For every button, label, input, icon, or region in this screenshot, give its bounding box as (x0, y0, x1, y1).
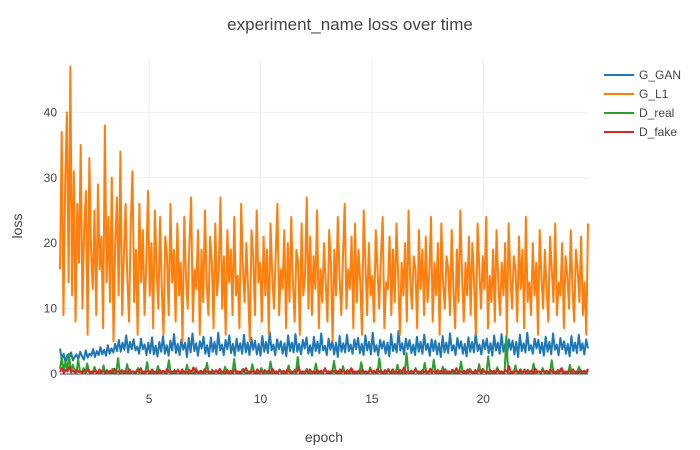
y-axis-title: loss (9, 214, 25, 239)
y-tick-label: 0 (50, 367, 57, 381)
series-line-g-l1 (59, 65, 589, 343)
y-tick-label: 20 (44, 236, 58, 250)
y-tick-label: 30 (44, 171, 58, 185)
x-tick-label: 5 (146, 392, 153, 406)
legend-label-g-l1[interactable]: G_L1 (639, 87, 669, 101)
legend-label-d-real[interactable]: D_real (639, 106, 674, 120)
x-tick-label: 15 (365, 392, 379, 406)
legend-label-g-gan[interactable]: G_GAN (639, 68, 681, 82)
legend: G_GAN G_L1 D_real D_fake (604, 68, 681, 139)
series-lines (59, 65, 589, 375)
y-tick-label: 10 (44, 302, 58, 316)
series-line-d-fake (59, 365, 589, 374)
legend-label-d-fake[interactable]: D_fake (639, 125, 677, 139)
chart-title: experiment_name loss over time (227, 15, 473, 34)
x-tick-label: 20 (477, 392, 491, 406)
x-axis-title: epoch (305, 429, 343, 445)
y-tick-label: 40 (44, 105, 58, 119)
y-tick-labels: 0 10 20 30 40 (44, 105, 58, 381)
x-tick-labels: 5 10 15 20 (146, 392, 491, 406)
x-tick-label: 10 (254, 392, 268, 406)
series-line-g-gan (59, 329, 589, 364)
